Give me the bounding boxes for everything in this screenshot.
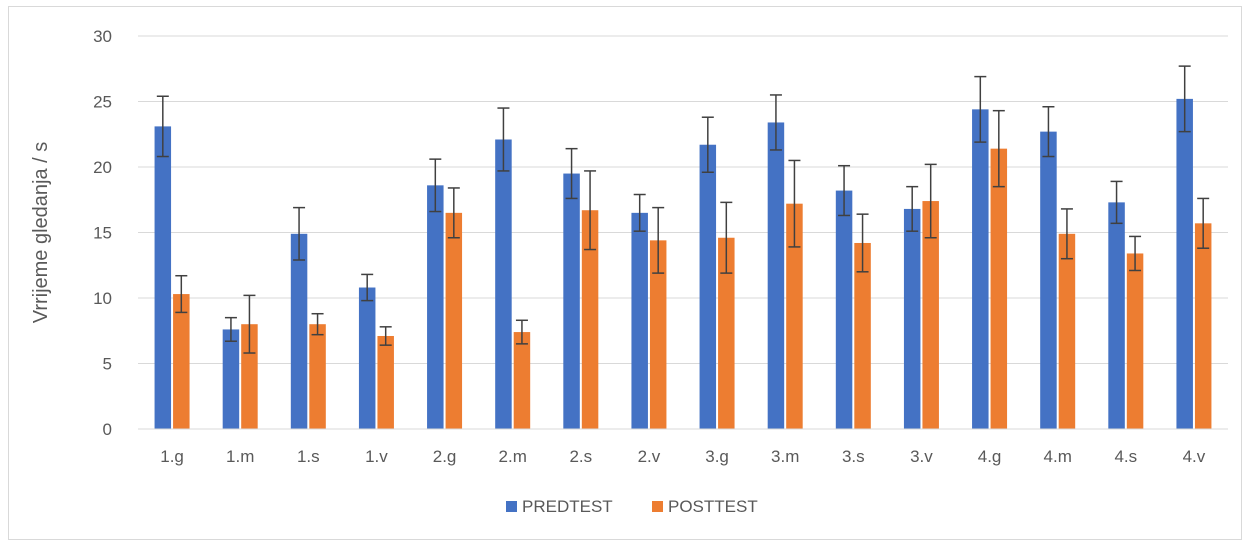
error-bar-predtest-4.m: [1042, 105, 1055, 158]
x-category-label: 1.v: [365, 447, 388, 466]
bar-predtest-4.g: [972, 109, 989, 430]
bar-posttest-3.g: [718, 237, 735, 429]
y-tick-label: 5: [103, 355, 112, 374]
error-bar-posttest-1.m: [243, 294, 256, 354]
bar-posttest-3.v: [922, 201, 939, 429]
bar-predtest-3.s: [835, 190, 853, 429]
bar-posttest-1.s: [309, 324, 326, 429]
bar-predtest-1.v: [358, 287, 376, 429]
y-tick-label: 10: [93, 289, 112, 308]
x-category-label: 4.s: [1114, 447, 1137, 466]
x-category-label: 1.g: [160, 447, 184, 466]
y-tick-label: 25: [93, 93, 112, 112]
legend: PREDTEST POSTTEST: [506, 497, 758, 516]
error-bar-predtest-4.s: [1110, 180, 1123, 225]
x-category-label: 1.m: [226, 447, 254, 466]
error-bar-posttest-2.g: [447, 187, 460, 239]
error-bar-predtest-2.g: [429, 158, 442, 213]
x-category-label: 3.v: [910, 447, 933, 466]
legend-swatch-posttest: [652, 501, 663, 512]
bar-predtest-2.m: [495, 139, 512, 430]
x-category-label: 2.v: [638, 447, 661, 466]
bar-predtest-2.s: [563, 173, 580, 429]
error-bar-posttest-4.m: [1060, 208, 1073, 260]
error-bar-posttest-1.g: [175, 274, 188, 314]
y-tick-label: 0: [103, 420, 112, 439]
bar-predtest-2.g: [427, 185, 444, 429]
error-bar-predtest-4.g: [974, 75, 987, 143]
bar-predtest-1.s: [290, 233, 308, 429]
x-category-label: 3.m: [771, 447, 799, 466]
error-bar-posttest-1.s: [311, 312, 324, 336]
bar-posttest-4.v: [1194, 223, 1212, 429]
legend-label-predtest: PREDTEST: [522, 497, 613, 516]
error-bar-posttest-4.s: [1129, 235, 1142, 272]
x-category-label: 2.s: [569, 447, 592, 466]
x-category-label: 2.g: [433, 447, 457, 466]
bar-predtest-3.g: [699, 144, 717, 430]
error-bar-predtest-3.s: [838, 164, 851, 217]
x-category-label: 4.m: [1044, 447, 1072, 466]
bar-posttest-2.g: [445, 212, 463, 429]
legend-label-posttest: POSTTEST: [668, 497, 758, 516]
error-bar-posttest-2.m: [515, 319, 528, 345]
error-bar-posttest-4.v: [1197, 197, 1210, 249]
error-bar-predtest-1.g: [156, 95, 169, 158]
chart-frame: 0 5 10 15 20 25 30 1.g 1.m 1.s 1.v 2.g 2.m 2.s 2.v 3.g…: [8, 6, 1242, 540]
error-bar-predtest-3.g: [701, 116, 714, 173]
error-bar-predtest-1.s: [293, 206, 306, 261]
bar-posttest-1.m: [241, 324, 258, 429]
error-bar-posttest-3.s: [856, 213, 869, 273]
bar-predtest-4.s: [1108, 202, 1125, 429]
bar-predtest-3.m: [767, 122, 785, 430]
bars: [154, 98, 1212, 430]
bar-posttest-2.m: [513, 332, 531, 429]
bar-posttest-2.s: [581, 210, 599, 429]
error-bar-posttest-4.g: [992, 109, 1005, 188]
error-bar-posttest-3.g: [720, 201, 733, 274]
x-category-label: 4.g: [978, 447, 1002, 466]
legend-swatch-predtest: [506, 501, 517, 512]
bar-posttest-3.m: [786, 203, 803, 429]
bar-predtest-1.g: [154, 126, 172, 429]
x-category-label: 3.g: [705, 447, 729, 466]
y-tick-label: 20: [93, 158, 112, 177]
bar-chart: 0 5 10 15 20 25 30 1.g 1.m 1.s 1.v 2.g 2.m 2.s 2.v 3.g…: [30, 27, 1228, 516]
bar-posttest-2.v: [649, 240, 667, 429]
x-category-label: 1.s: [297, 447, 320, 466]
x-category-label: 3.s: [842, 447, 865, 466]
x-category-label: 4.v: [1183, 447, 1206, 466]
bar-predtest-4.m: [1040, 131, 1057, 429]
error-bar-posttest-1.v: [379, 326, 392, 346]
error-bar-predtest-1.v: [361, 273, 374, 302]
error-bar-posttest-3.m: [788, 159, 801, 248]
error-bars: [156, 65, 1210, 354]
error-bar-predtest-3.v: [906, 185, 919, 232]
error-bar-predtest-3.m: [769, 94, 782, 151]
error-bar-posttest-3.v: [924, 163, 937, 239]
y-axis-title: Vrrijeme gledanja / s: [30, 142, 52, 324]
error-bar-predtest-2.v: [633, 193, 646, 232]
bar-predtest-2.v: [631, 212, 648, 429]
error-bar-posttest-2.v: [652, 206, 665, 274]
y-tick-label: 30: [93, 27, 112, 46]
error-bar-predtest-2.s: [565, 147, 578, 200]
bar-predtest-4.v: [1176, 98, 1193, 429]
bar-predtest-1.m: [222, 329, 240, 429]
y-axis-ticks: 0 5 10 15 20 25 30: [93, 27, 112, 439]
error-bar-predtest-2.m: [497, 107, 510, 172]
bar-posttest-4.m: [1058, 233, 1076, 429]
bar-posttest-3.s: [854, 242, 871, 429]
error-bar-predtest-4.v: [1178, 65, 1191, 133]
bar-posttest-4.s: [1126, 253, 1144, 429]
x-category-label: 2.m: [499, 447, 527, 466]
bar-posttest-1.g: [173, 294, 190, 429]
bar-posttest-1.v: [377, 335, 394, 429]
y-tick-label: 15: [93, 224, 112, 243]
x-axis-categories: 1.g 1.m 1.s 1.v 2.g 2.m 2.s 2.v 3.g 3.m 3.s 3.v 4.g 4…: [160, 447, 1206, 466]
bar-predtest-3.v: [903, 208, 921, 429]
error-bar-posttest-2.s: [584, 170, 597, 251]
error-bar-predtest-1.m: [224, 316, 237, 342]
bar-posttest-4.g: [990, 148, 1008, 429]
